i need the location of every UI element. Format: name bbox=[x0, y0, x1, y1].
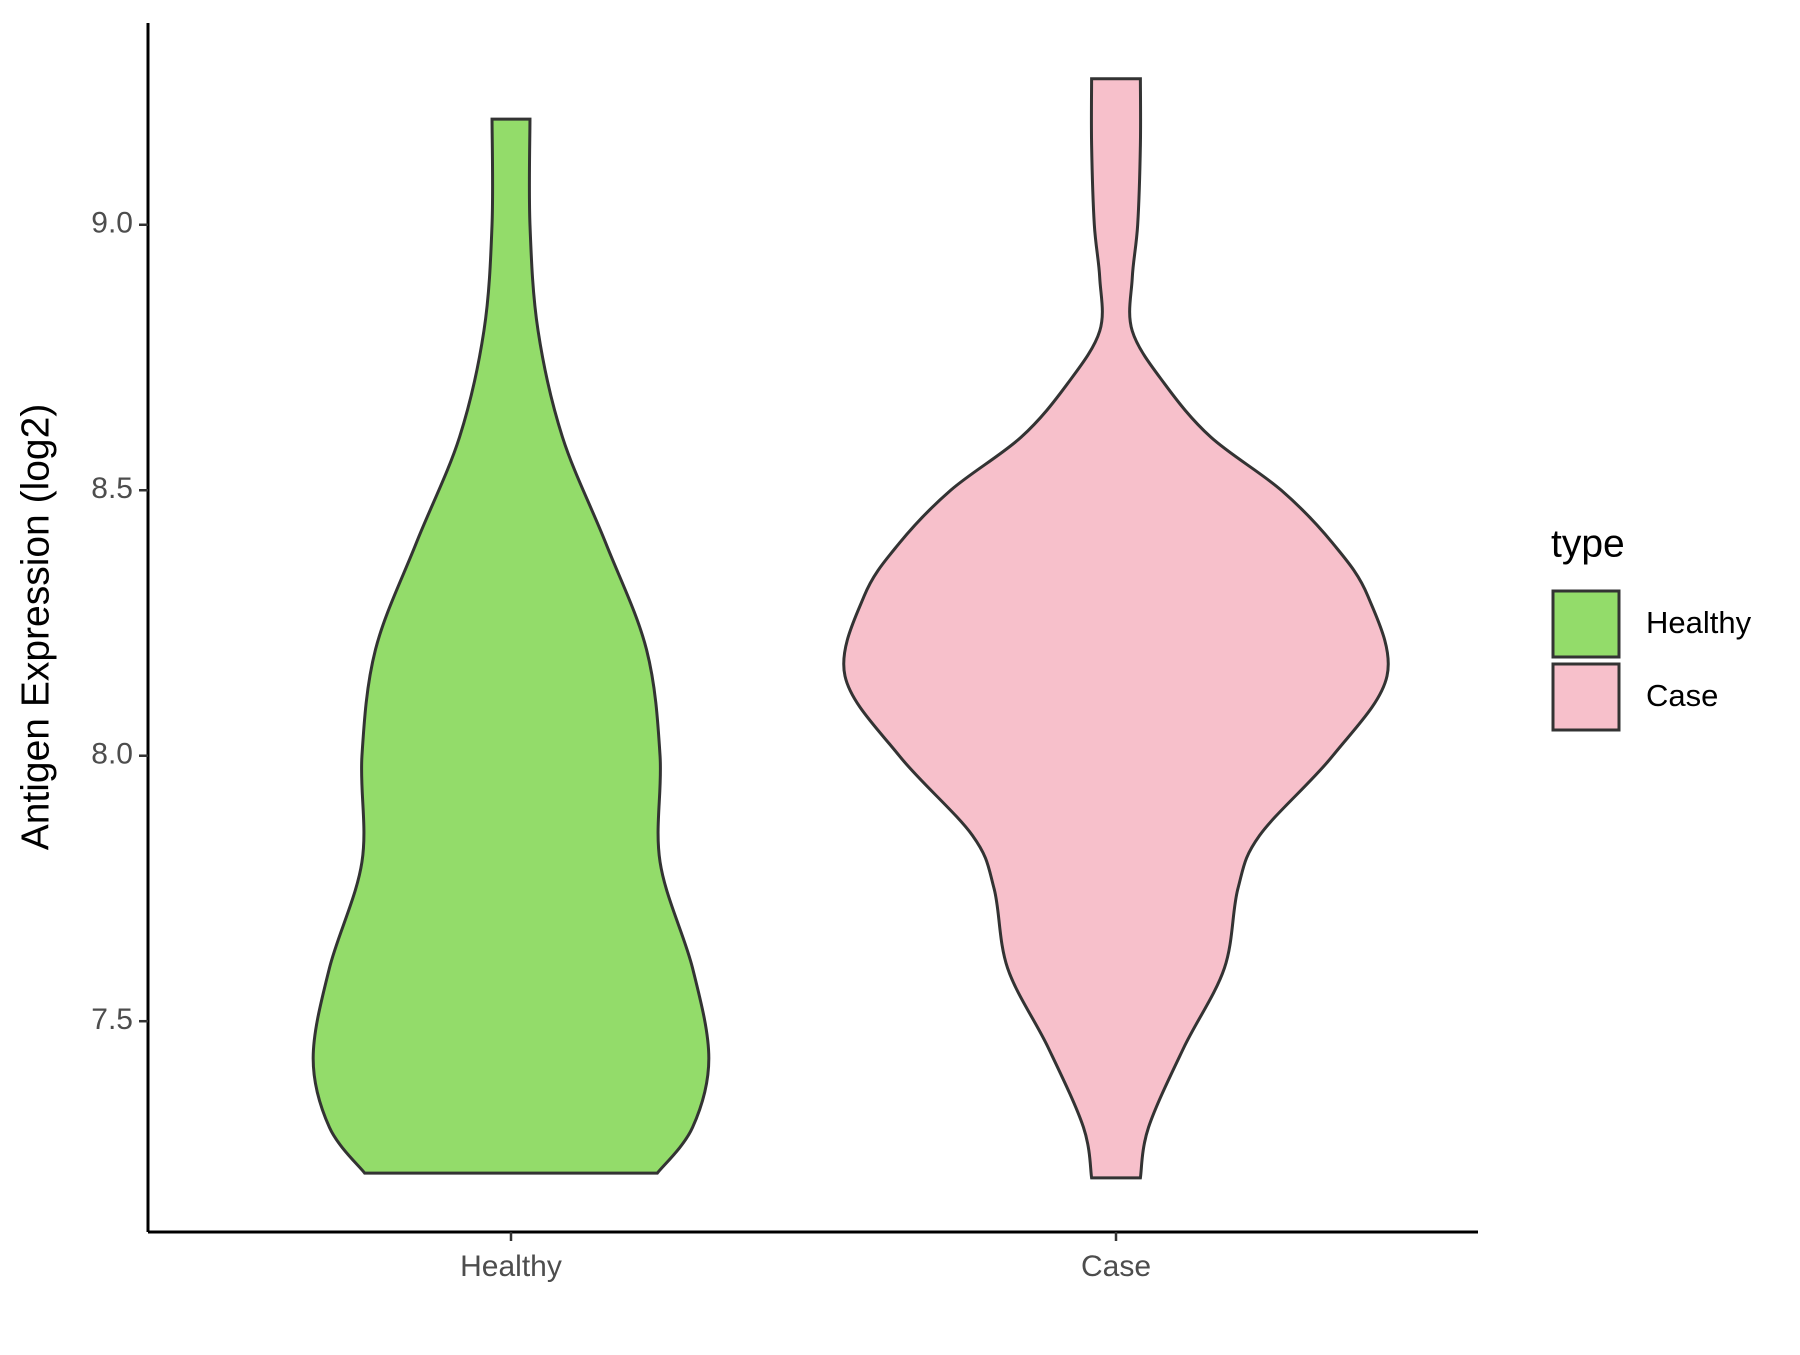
legend-key bbox=[1551, 662, 1621, 732]
y-axis-title: Antigen Expression (log2) bbox=[14, 404, 57, 851]
legend-title: type bbox=[1551, 522, 1625, 565]
x-tick-label: Case bbox=[1081, 1250, 1151, 1283]
legend-label: Healthy bbox=[1646, 605, 1752, 640]
y-tick-label: 7.5 bbox=[91, 1003, 133, 1036]
y-tick-label: 8.5 bbox=[91, 472, 133, 505]
violin bbox=[311, 117, 711, 1175]
y-tick-label: 8.0 bbox=[91, 738, 133, 771]
x-tick-label: Healthy bbox=[460, 1250, 562, 1283]
y-tick-label: 9.0 bbox=[91, 207, 133, 240]
legend-label: Case bbox=[1646, 678, 1718, 713]
legend-key bbox=[1551, 589, 1621, 659]
violin bbox=[842, 77, 1390, 1180]
